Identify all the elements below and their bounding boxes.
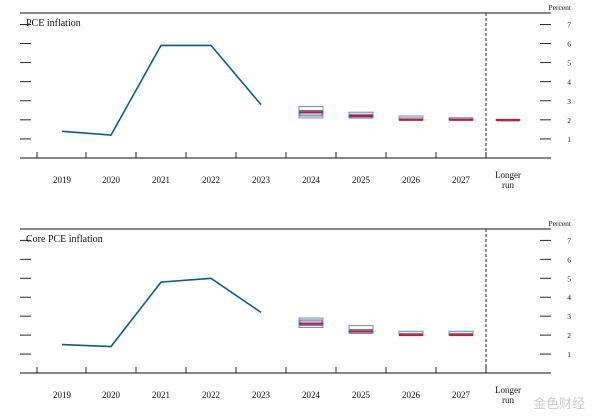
x-tick-label: run — [502, 180, 514, 190]
y-tick-label: 6 — [567, 255, 571, 264]
x-tick-label: 2025 — [352, 175, 371, 185]
y-tick-label: 3 — [567, 97, 571, 106]
x-tick-label: 2026 — [402, 390, 421, 400]
y-tick-label: 2 — [567, 331, 571, 340]
unit-label: Percent — [549, 3, 572, 12]
projection-2024 — [298, 105, 324, 119]
x-tick-label: 2019 — [53, 175, 72, 185]
y-tick-label: 2 — [567, 116, 571, 125]
y-tick-label: 5 — [567, 59, 571, 68]
projection-2025 — [348, 325, 374, 334]
projection-2025 — [348, 111, 374, 119]
y-tick-label: 4 — [567, 78, 571, 87]
x-tick-label: 2026 — [402, 175, 421, 185]
x-tick-label: 2027 — [452, 175, 471, 185]
chart-panel-2: Core PCE inflation Percent 1 2 3 4 5 6 7 2019 2020… — [20, 219, 572, 405]
series-line-1 — [61, 277, 262, 348]
x-tick-label: 2023 — [252, 390, 271, 400]
projection-longer-run — [495, 118, 521, 122]
projection-2027 — [448, 330, 474, 337]
y-tick-label: 4 — [567, 293, 571, 302]
x-tick-label: 2019 — [53, 390, 72, 400]
projection-2024 — [298, 317, 324, 329]
x-tick-label: 2022 — [202, 390, 220, 400]
x-tick-label: 2027 — [452, 390, 471, 400]
y-tick-label: 3 — [567, 312, 571, 321]
y-tick-label: 5 — [567, 274, 571, 283]
projection-2027 — [448, 117, 474, 121]
watermark: 金色财经 — [532, 397, 585, 412]
panel-title: PCE inflation — [26, 18, 81, 29]
x-tick-label: run — [502, 395, 514, 405]
y-tick-label: 1 — [567, 350, 571, 359]
series-line-1 — [61, 44, 262, 136]
x-tick-label: 2020 — [102, 175, 121, 185]
panel-title: Core PCE inflation — [26, 234, 103, 245]
unit-label: Percent — [549, 219, 572, 228]
x-tick-label: 2024 — [302, 390, 321, 400]
y-tick-label: 7 — [567, 236, 571, 245]
y-tick-label: 1 — [567, 135, 571, 144]
y-tick-label: 7 — [567, 20, 571, 29]
x-tick-label: Longer — [495, 170, 521, 180]
x-tick-label: 2020 — [102, 390, 121, 400]
x-tick-label: 2021 — [152, 175, 170, 185]
x-tick-label: 2021 — [152, 390, 170, 400]
x-tick-label: 2024 — [302, 175, 321, 185]
x-tick-label: Longer — [495, 385, 521, 395]
y-tick-label: 6 — [567, 40, 571, 49]
x-tick-label: 2025 — [352, 390, 371, 400]
projection-2026 — [398, 115, 424, 121]
x-tick-label: 2022 — [202, 175, 220, 185]
x-tick-label: 2023 — [252, 175, 271, 185]
projection-2026 — [398, 330, 424, 337]
chart-panel-1: PCE inflation Percent 1 2 3 4 5 6 7 2019 2020 2021 2… — [20, 3, 572, 190]
